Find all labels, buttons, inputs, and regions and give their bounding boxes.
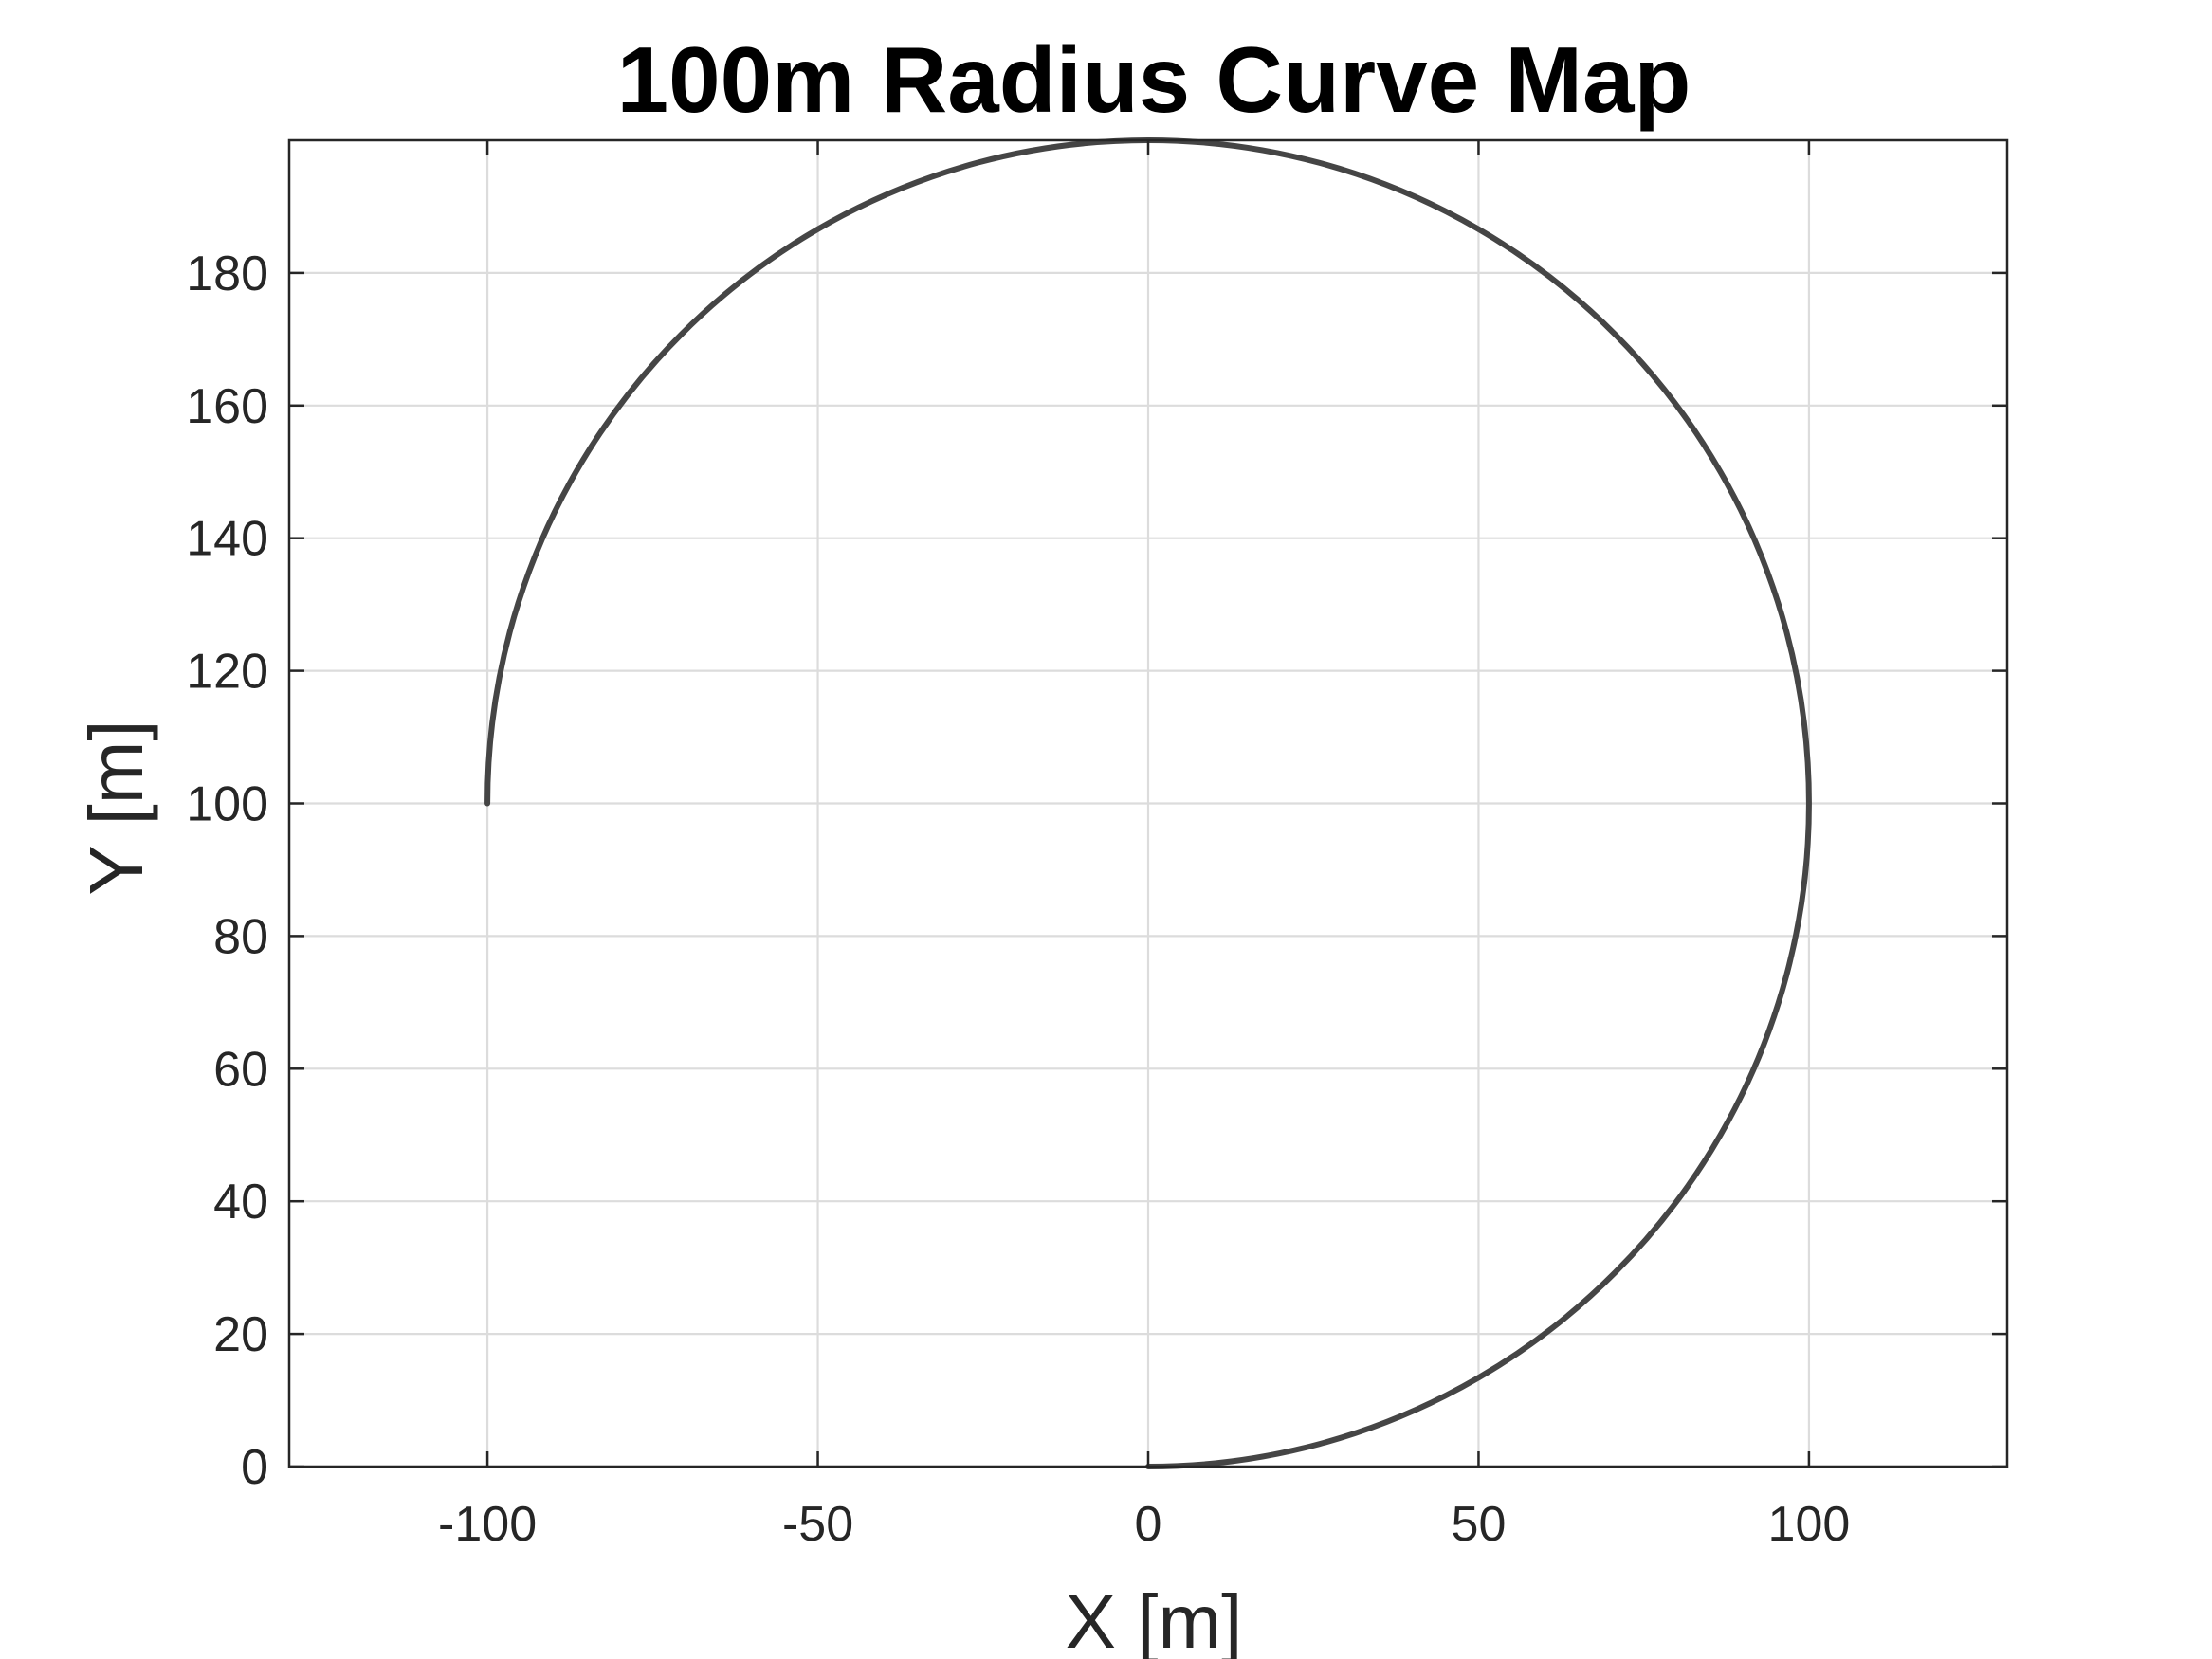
x-axis-label: X [m] [1066,1579,1243,1659]
y-tick-label: 180 [186,246,268,301]
x-tick-label: -100 [438,1497,537,1552]
x-tick-labels: -100 -50 0 50 100 [438,1497,1850,1552]
y-tick-label: 40 [213,1175,268,1230]
chart-title: 100m Radius Curve Map [617,27,1691,132]
axis-ticks [289,140,2007,1468]
x-tick-label: 0 [1135,1497,1162,1552]
x-tick-label: -50 [782,1497,853,1552]
y-tick-label: 100 [186,777,268,832]
y-tick-label: 0 [241,1440,268,1495]
plot-series [484,137,1812,1470]
y-tick-label: 20 [213,1307,268,1362]
y-tick-labels: 0 20 40 60 80 100 120 140 160 180 [186,246,268,1495]
y-tick-label: 80 [213,909,268,964]
x-tick-label: 100 [1768,1497,1851,1552]
grid [289,140,2007,1468]
y-axis-label: Y [m] [74,720,158,895]
y-tick-label: 60 [213,1042,268,1097]
y-tick-label: 140 [186,512,268,567]
curve-series-line [484,137,1812,1470]
x-tick-label: 50 [1452,1497,1507,1552]
y-tick-label: 160 [186,379,268,434]
y-tick-label: 120 [186,645,268,700]
